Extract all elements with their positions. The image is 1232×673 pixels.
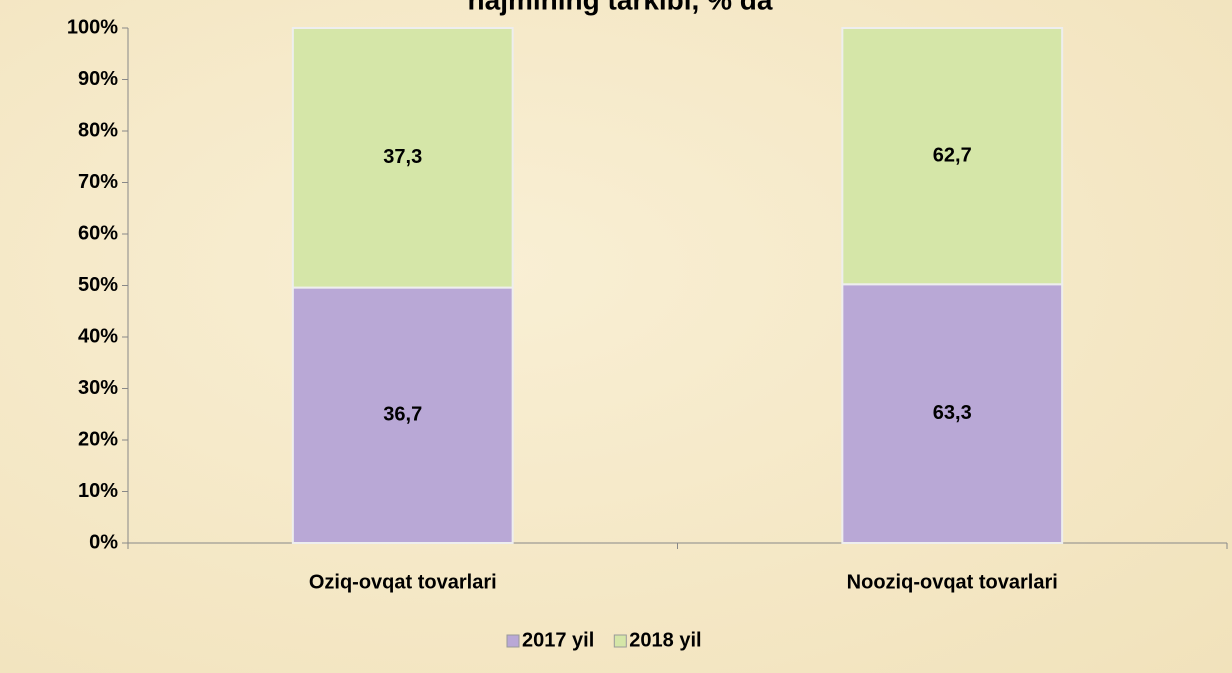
y-tick-label: 30% (78, 377, 118, 399)
y-tick-label: 60% (78, 222, 118, 244)
legend-label: 2017 yil (522, 629, 594, 651)
y-tick-label: 20% (78, 428, 118, 450)
y-tick-label: 100% (67, 16, 118, 38)
y-tick-label: 40% (78, 325, 118, 347)
legend-swatch (506, 634, 520, 648)
y-tick-label: 10% (78, 480, 118, 502)
chart-title: hajmining tarkibi, % da (468, 0, 773, 15)
data-label: 36,7 (383, 404, 422, 426)
y-tick-label: 50% (78, 274, 118, 296)
bar-segment (841, 27, 1064, 286)
y-tick-label: 0% (89, 531, 118, 553)
legend-swatch (613, 634, 627, 648)
bar-segment (841, 283, 1064, 544)
y-tick-label: 70% (78, 171, 118, 193)
bar-segment (291, 286, 514, 544)
bar-segment (291, 27, 514, 289)
data-label: 63,3 (933, 402, 972, 424)
data-label: 62,7 (933, 144, 972, 166)
data-label: 37,3 (383, 146, 422, 168)
y-tick-label: 80% (78, 119, 118, 141)
x-tick-label: Nooziq-ovqat tovarlari (847, 571, 1058, 593)
x-tick-label: Oziq-ovqat tovarlari (309, 571, 497, 593)
y-tick-label: 90% (78, 68, 118, 90)
legend-label: 2018 yil (629, 629, 701, 651)
